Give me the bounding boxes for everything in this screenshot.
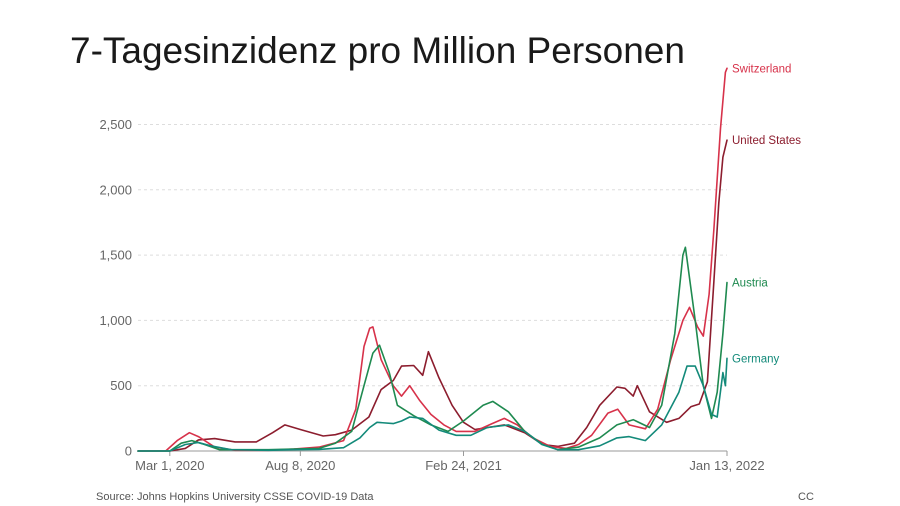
series-label-germany: Germany xyxy=(732,353,780,365)
y-tick-label: 1,000 xyxy=(99,313,132,328)
x-tick-label: Feb 24, 2021 xyxy=(425,458,502,473)
series-line-austria xyxy=(137,246,728,452)
series-lines xyxy=(137,67,728,452)
y-tick-label: 2,000 xyxy=(99,182,132,197)
x-axis-ticks: Mar 1, 2020 Aug 8, 2020 Feb 24, 2021 Jan 13… xyxy=(135,451,765,473)
x-tick-label: Jan 13, 2022 xyxy=(689,458,764,473)
y-tick-label: 0 xyxy=(125,444,132,459)
page-title: 7-Tagesinzidenz pro Million Personen xyxy=(70,30,685,71)
y-axis-tick-labels: 0 500 1,000 1,500 2,000 2,500 xyxy=(99,117,132,459)
y-tick-label: 500 xyxy=(110,378,132,393)
series-label-switzerland: Switzerland xyxy=(732,63,791,75)
series-end-labels: United States Switzerland Austria Germany xyxy=(732,63,801,365)
series-line-germany xyxy=(137,357,728,452)
y-tick-label: 2,500 xyxy=(99,117,132,132)
y-gridlines xyxy=(138,124,727,452)
y-tick-label: 1,500 xyxy=(99,248,132,263)
series-label-united-states: United States xyxy=(732,135,801,147)
x-tick-label: Mar 1, 2020 xyxy=(135,458,204,473)
series-line-united-states xyxy=(137,139,728,452)
x-tick-label: Aug 8, 2020 xyxy=(265,458,335,473)
series-line-switzerland xyxy=(137,67,728,452)
source-note: Source: Johns Hopkins University CSSE CO… xyxy=(96,491,374,503)
license-note: CC xyxy=(798,491,814,503)
series-label-austria: Austria xyxy=(732,278,768,290)
